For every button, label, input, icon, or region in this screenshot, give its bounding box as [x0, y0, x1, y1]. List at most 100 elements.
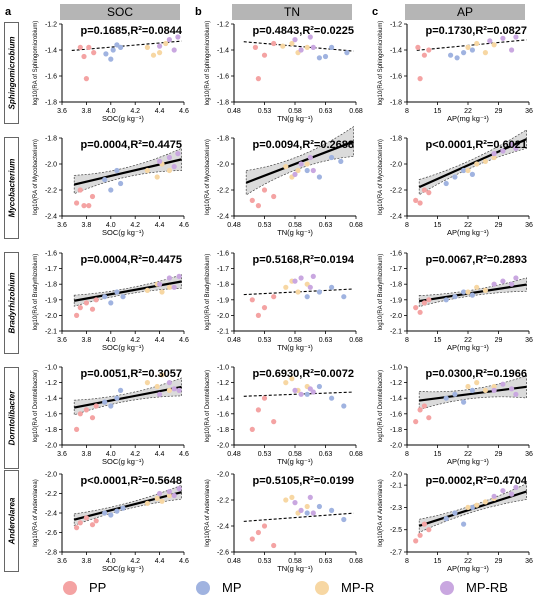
data-point: [176, 486, 182, 492]
y-tick-label: -1.8: [217, 136, 229, 143]
x-tick-label: 0.68: [349, 337, 363, 344]
data-point: [465, 289, 471, 295]
data-point: [114, 289, 120, 295]
x-tick-label: 4.6: [179, 451, 189, 458]
data-point: [329, 284, 335, 290]
data-point: [110, 47, 116, 53]
x-tick-label: 0.58: [288, 108, 302, 115]
data-point: [513, 34, 519, 40]
data-point: [171, 386, 177, 392]
y-tick-label: -2.8: [45, 550, 57, 557]
data-point: [159, 498, 165, 504]
data-point: [120, 505, 126, 511]
y-axis-label: log10(RA of Mycobacterium): [33, 139, 39, 215]
x-tick-label: 4.4: [155, 222, 165, 229]
data-point: [157, 281, 163, 287]
data-point: [307, 154, 313, 161]
data-point: [154, 495, 160, 501]
data-point: [509, 141, 515, 148]
data-point: [157, 158, 163, 164]
data-point: [118, 44, 124, 51]
data-point: [157, 50, 163, 56]
data-point: [491, 151, 497, 157]
data-point: [292, 500, 298, 506]
data-point: [482, 50, 488, 56]
data-point: [417, 309, 423, 315]
data-point: [310, 44, 316, 51]
x-tick-label: 8: [405, 558, 409, 565]
data-point: [255, 407, 261, 413]
data-point: [166, 284, 172, 290]
y-tick-label: -2.0: [217, 443, 229, 450]
data-point: [271, 419, 277, 425]
y-tick-label: -2.0: [217, 472, 229, 479]
data-point: [322, 53, 329, 60]
y-tick-label: -2.2: [217, 188, 229, 195]
data-point: [341, 294, 347, 300]
y-tick-label: -2.0: [390, 313, 402, 320]
y-tick-label: -1.9: [217, 297, 229, 304]
data-point: [509, 386, 515, 392]
data-point: [329, 154, 335, 161]
data-point: [474, 284, 480, 290]
x-tick-label: 15: [434, 558, 442, 565]
y-axis-label: log10(RA of Bradyrhizobium): [378, 254, 384, 331]
data-point: [513, 484, 519, 490]
data-point: [89, 193, 96, 200]
x-tick-label: 3.6: [57, 558, 67, 565]
x-axis-label: AP(mg kg⁻¹): [447, 564, 489, 573]
data-point: [329, 395, 335, 401]
x-tick-label: 22: [464, 451, 472, 458]
legend-swatch: [196, 580, 210, 595]
data-point: [249, 297, 255, 303]
data-point: [261, 187, 268, 193]
data-point: [108, 403, 114, 409]
y-axis-label: log10(RA of Sphingomicrobium): [205, 21, 211, 106]
x-tick-label: 4.2: [130, 451, 140, 458]
x-tick-label: 22: [464, 337, 472, 344]
data-point: [159, 289, 165, 295]
data-point: [304, 167, 310, 174]
data-point: [261, 523, 268, 529]
y-tick-label: -1.6: [390, 74, 402, 81]
data-point: [307, 494, 313, 500]
data-point: [261, 395, 268, 401]
x-tick-label: 4.0: [106, 222, 116, 229]
x-tick-label: 4.2: [130, 108, 140, 115]
data-point: [329, 44, 335, 51]
x-tick-label: 0.53: [258, 222, 272, 229]
data-point: [176, 387, 182, 393]
data-point: [500, 148, 506, 154]
data-point: [295, 167, 301, 174]
data-point: [509, 47, 515, 53]
y-tick-label: -1.2: [390, 22, 402, 29]
x-tick-label: 4.2: [130, 558, 140, 565]
data-point: [144, 500, 150, 506]
data-point: [166, 492, 172, 499]
row-header-3: Bradyrhizobium: [4, 252, 19, 354]
data-point: [413, 419, 419, 425]
y-tick-label: -1.2: [45, 22, 57, 29]
x-tick-label: 4.6: [179, 222, 189, 229]
data-point: [329, 507, 335, 513]
data-point: [307, 34, 313, 40]
x-tick-label: 0.53: [258, 451, 272, 458]
data-point: [292, 37, 298, 43]
data-point: [271, 193, 277, 200]
regression-line: [73, 385, 182, 409]
row-header-5: Anderolarea: [4, 470, 19, 572]
x-tick-label: 4.2: [130, 337, 140, 344]
stats-annotation: p=0.5105,R²=0.0199: [252, 475, 354, 487]
y-tick-label: -2.0: [45, 162, 57, 169]
x-tick-label: 0.68: [349, 558, 363, 565]
y-tick-label: -1.8: [217, 100, 229, 107]
y-tick-label: -2.1: [390, 329, 402, 336]
panel-letter-b: b: [195, 6, 202, 18]
data-point: [465, 504, 471, 510]
y-tick-label: -2.3: [390, 505, 402, 512]
data-point: [114, 42, 120, 48]
x-tick-label: 0.53: [258, 558, 272, 565]
legend-label: MP: [222, 580, 242, 596]
data-point: [102, 177, 108, 183]
x-axis-label: SOC(g kg⁻¹): [102, 343, 144, 352]
